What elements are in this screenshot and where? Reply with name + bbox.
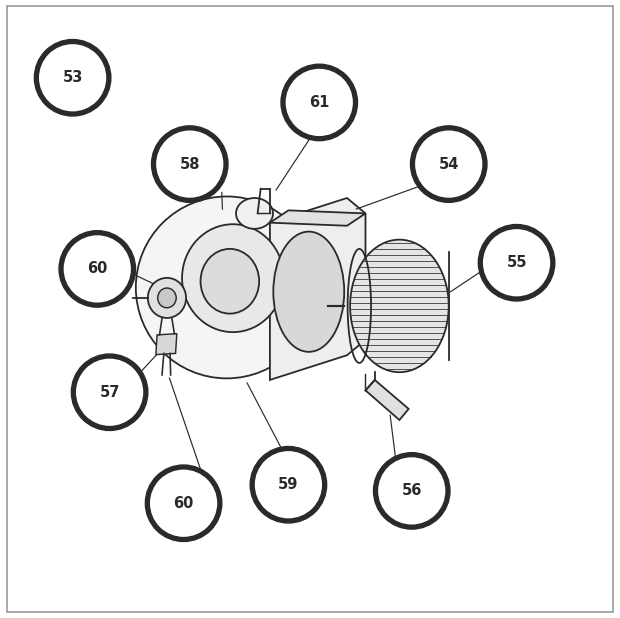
Ellipse shape	[200, 249, 259, 313]
Text: 58: 58	[180, 156, 200, 172]
Ellipse shape	[148, 278, 186, 318]
Polygon shape	[270, 210, 366, 226]
Text: 56: 56	[402, 483, 422, 498]
Ellipse shape	[350, 240, 449, 372]
Circle shape	[71, 354, 148, 431]
Polygon shape	[156, 334, 177, 355]
Circle shape	[250, 446, 327, 523]
Circle shape	[37, 43, 108, 113]
Text: 59: 59	[278, 477, 299, 492]
Text: 55: 55	[507, 255, 527, 270]
Circle shape	[410, 126, 487, 202]
Circle shape	[34, 40, 111, 116]
Circle shape	[254, 449, 324, 520]
Polygon shape	[270, 198, 366, 380]
Circle shape	[59, 231, 136, 307]
Text: 60: 60	[87, 261, 107, 276]
Circle shape	[151, 126, 228, 202]
Text: 60: 60	[174, 496, 194, 510]
Polygon shape	[366, 380, 409, 420]
Circle shape	[373, 452, 450, 529]
Text: eReplacementParts.com: eReplacementParts.com	[247, 305, 373, 315]
Circle shape	[479, 224, 555, 301]
Ellipse shape	[157, 288, 176, 308]
Circle shape	[145, 465, 222, 541]
Circle shape	[62, 234, 133, 304]
Text: 61: 61	[309, 95, 329, 110]
Circle shape	[148, 468, 219, 538]
Circle shape	[481, 227, 552, 298]
Circle shape	[281, 64, 358, 141]
Circle shape	[414, 129, 484, 199]
Ellipse shape	[182, 224, 284, 332]
Circle shape	[376, 455, 447, 526]
Ellipse shape	[236, 198, 273, 229]
Text: 54: 54	[438, 156, 459, 172]
Ellipse shape	[273, 232, 344, 352]
Circle shape	[74, 357, 144, 428]
Ellipse shape	[136, 197, 317, 378]
Circle shape	[154, 129, 225, 199]
Text: 53: 53	[63, 70, 83, 85]
Circle shape	[284, 67, 355, 138]
Text: 57: 57	[99, 385, 120, 400]
